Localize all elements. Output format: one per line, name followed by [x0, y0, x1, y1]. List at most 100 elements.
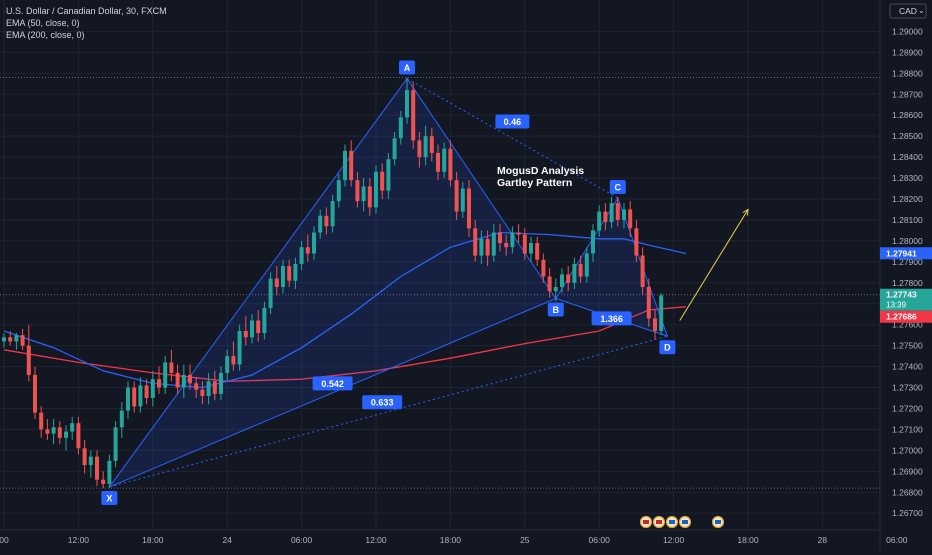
candle-body: [367, 186, 372, 208]
candle-body: [448, 148, 453, 181]
candle-body: [126, 387, 130, 411]
candle-body: [516, 232, 521, 235]
price-axis: 1.29000 1.28900 1.28800 1.28700 1.28600 1.285…: [879, 0, 932, 550]
price-tick: 1.27900: [892, 257, 923, 267]
pattern-ratio-line: [109, 335, 668, 488]
candles: [2, 77, 664, 489]
currency-button: [889, 3, 927, 19]
candle-body: [212, 381, 217, 394]
ratio-label: 1.366: [600, 314, 623, 324]
price-tick: 1.27500: [892, 341, 923, 351]
candle-body: [262, 307, 267, 334]
candle-body: [51, 427, 56, 434]
price-tick: 1.28600: [892, 110, 923, 120]
candle-body: [88, 456, 93, 466]
symbol-title: U.S. Dollar / Canadian Dollar, 30, FXCM: [6, 6, 167, 16]
candle-body: [268, 278, 273, 308]
price-tick: 1.27600: [892, 320, 923, 330]
candle-body: [553, 286, 558, 292]
candle-body: [603, 211, 608, 223]
time-axis: 00 12:00 18:00 24 06:00 12:00 18:00 25 06:00 12:0…: [0, 529, 908, 545]
price-tick: 1.26800: [892, 487, 923, 497]
price-tick: 1.28900: [892, 47, 923, 57]
price-tick: 1.29000: [892, 26, 923, 36]
candle-body: [622, 209, 626, 220]
pattern-labels: X A B C D 0.46 0.542 0.633 1.366: [101, 60, 749, 506]
candle-body: [405, 90, 409, 118]
price-tick: 1.27000: [892, 445, 923, 455]
countdown-label: 13:39: [886, 301, 907, 310]
candle-body: [498, 232, 502, 244]
price-tick: 1.26900: [892, 466, 923, 476]
point-label-d: D: [664, 343, 671, 353]
candle-body: [423, 136, 428, 158]
price-tick: 1.28800: [892, 68, 923, 78]
price-tick: 1.27400: [892, 362, 923, 372]
point-label-a-box: [399, 60, 415, 75]
candle-body: [175, 372, 180, 388]
candle-body: [330, 201, 335, 227]
candle-body: [386, 159, 391, 191]
candle-body: [597, 211, 602, 231]
candle-body: [274, 278, 279, 287]
candle-body: [138, 385, 143, 407]
candle-body: [566, 274, 571, 283]
price-tick: 1.28000: [892, 236, 923, 246]
candle-body: [640, 255, 645, 287]
price-label: 1.27941: [886, 248, 917, 258]
candle-body: [398, 117, 403, 139]
candle-body: [14, 335, 19, 342]
candle-body: [547, 276, 552, 292]
ratio-label: 0.46: [504, 117, 522, 127]
time-tick: 18:00: [142, 535, 164, 545]
candle-body: [33, 374, 37, 413]
candle-body: [510, 232, 515, 248]
ema200-legend: EMA (200, close, 0): [6, 30, 85, 40]
candle-body: [615, 203, 620, 220]
point-label-a: A: [404, 63, 411, 73]
candle-body: [349, 150, 354, 181]
price-tick: 1.28200: [892, 194, 923, 204]
point-label-c-box: [609, 179, 626, 194]
point-label-c: C: [615, 182, 622, 192]
candle-body: [157, 379, 161, 388]
price-tick: 1.27800: [892, 278, 923, 288]
price-label-box: [880, 288, 932, 311]
candle-body: [299, 247, 304, 264]
candle-body: [76, 423, 81, 449]
event-flag-inner-icon: [669, 520, 675, 524]
candle-body: [522, 234, 527, 254]
time-tick: 18:00: [737, 535, 759, 545]
event-flag-inner-icon: [715, 520, 721, 524]
candle-body: [609, 203, 614, 223]
point-label-d-box: [659, 340, 676, 355]
ratio-label-box: [495, 114, 530, 129]
candle-body: [305, 247, 310, 254]
price-tick: 1.27100: [892, 424, 923, 434]
price-tick: 1.26700: [892, 508, 923, 518]
candle-body: [479, 238, 484, 256]
time-tick: 12:00: [663, 535, 685, 545]
candle-body: [293, 263, 298, 281]
time-tick: 00: [0, 535, 9, 545]
candle-body: [250, 320, 254, 338]
candle-body: [485, 238, 490, 256]
candle-body: [194, 383, 199, 390]
ratio-label: 0.542: [321, 379, 344, 389]
candle-body: [206, 381, 211, 396]
candle-body: [392, 138, 397, 160]
candle-body: [442, 148, 447, 172]
candle-body: [417, 140, 422, 158]
currency-label[interactable]: CAD: [899, 6, 917, 16]
candle-body: [535, 243, 540, 260]
price-label-box: [880, 247, 932, 260]
candle-body: [287, 266, 292, 281]
candle-body: [436, 152, 440, 172]
price-axis-bg: [880, 0, 932, 550]
candle-body: [380, 171, 385, 191]
price-tick: 1.28300: [892, 173, 923, 183]
time-tick: 06:00: [291, 535, 313, 545]
candle-body: [560, 274, 564, 287]
